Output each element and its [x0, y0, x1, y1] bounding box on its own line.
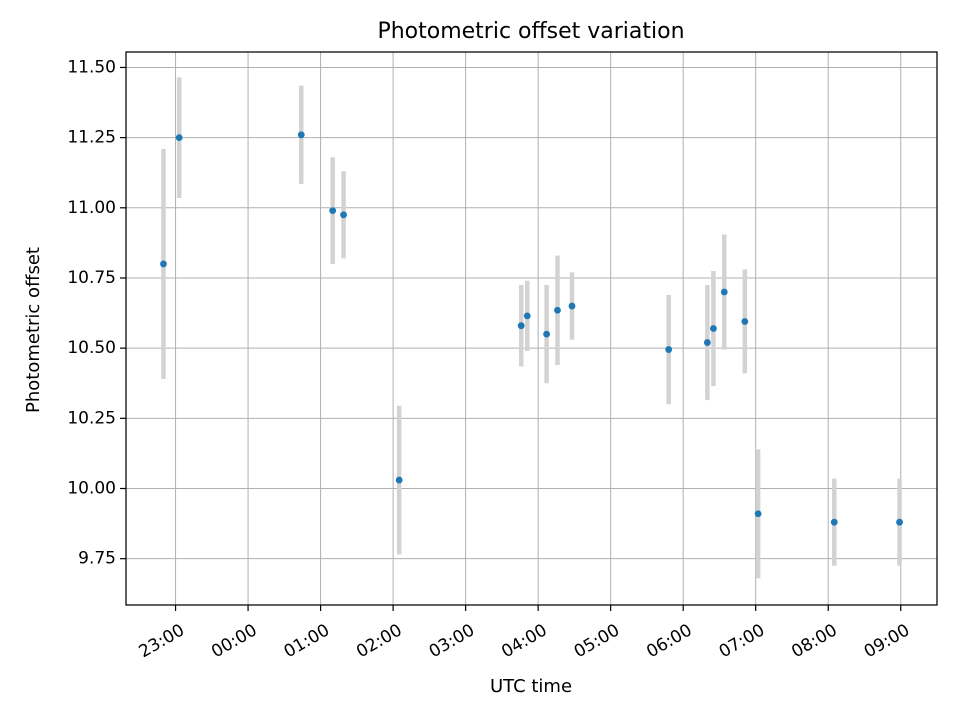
data-points — [160, 131, 903, 526]
data-point — [395, 476, 403, 484]
data-point — [297, 131, 305, 139]
y-axis-label: Photometric offset — [23, 247, 44, 413]
data-point — [710, 325, 717, 332]
y-axis-ticks: 9.75 10.00 10.25 10.50 10.75 11.00 11.25 11.50 — [67, 57, 126, 569]
data-point — [554, 306, 561, 314]
y-tick-label: 10.75 — [67, 268, 116, 288]
data-point — [665, 346, 673, 353]
y-tick-label: 11.00 — [67, 198, 116, 218]
y-tick-label: 10.25 — [67, 408, 116, 428]
data-point — [703, 339, 711, 346]
data-point — [340, 211, 347, 219]
data-point — [175, 134, 183, 142]
data-point — [830, 518, 838, 526]
y-tick-label: 9.75 — [78, 549, 116, 569]
data-point — [754, 510, 762, 518]
y-tick-label: 10.50 — [67, 338, 116, 358]
data-point — [741, 318, 749, 325]
plot-frame — [125, 51, 938, 606]
data-point — [720, 288, 728, 296]
data-point — [896, 518, 903, 526]
data-point — [568, 302, 576, 310]
data-point — [543, 330, 551, 338]
chart-title: Photometric offset variation — [377, 19, 684, 44]
y-tick-label: 11.50 — [67, 57, 116, 77]
data-point — [517, 322, 525, 330]
x-axis-label: UTC time — [490, 676, 572, 697]
y-tick-label: 11.25 — [67, 128, 116, 148]
data-point — [523, 312, 531, 320]
data-point — [160, 260, 167, 268]
grid-lines — [126, 52, 937, 605]
data-point — [329, 207, 337, 215]
y-tick-label: 10.00 — [67, 479, 116, 499]
